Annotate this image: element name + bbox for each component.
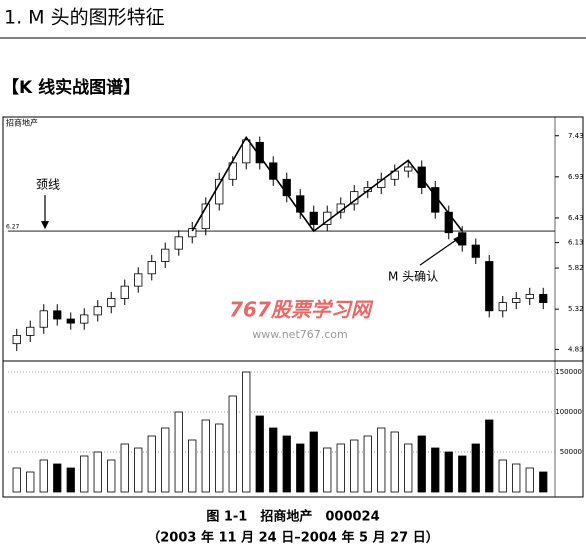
volume-bar — [444, 451, 453, 493]
candle-body — [485, 261, 494, 312]
figure-caption: 图 1-1 招商地产 000024 — [206, 509, 379, 525]
figure-date: （2003 年 11 月 24 日–2004 年 5 月 27 日） — [147, 530, 438, 546]
candle-body — [161, 248, 170, 262]
volume-tick-label: 100000 — [555, 408, 582, 416]
y-tick-label: 4.83 — [568, 345, 584, 353]
y-tick-label: 6.43 — [568, 214, 584, 222]
volume-bar — [377, 427, 386, 493]
y-tick-label: 6.13 — [568, 239, 584, 247]
candle-body — [242, 139, 251, 164]
candle-body — [471, 244, 480, 258]
neckline-label: 6.27 — [6, 224, 20, 231]
candle-body — [498, 302, 507, 312]
volume-bar — [255, 415, 264, 493]
volume-bar — [431, 447, 440, 493]
watermark-url: www.net767.com — [252, 328, 348, 341]
watermark: 767股票学习网 — [229, 298, 374, 322]
volume-bar — [201, 419, 210, 493]
candle-body — [26, 326, 35, 336]
y-tick-label: 5.32 — [568, 305, 584, 313]
volume-bar — [363, 435, 372, 493]
volume-bar — [417, 435, 426, 493]
volume-bar — [498, 459, 507, 493]
volume-bar — [458, 455, 467, 493]
volume-bar — [188, 439, 197, 493]
candle-body — [269, 162, 278, 180]
page-title: 1. M 头的图形特征 — [4, 7, 165, 29]
volume-bar — [336, 443, 345, 493]
volume-bar — [39, 459, 48, 493]
chart: 7.43 6.93 6.43 6.13 5.82 5.32 4.83 150000 100000… — [6, 132, 584, 493]
candle-body — [93, 306, 102, 316]
arrow-head — [41, 221, 49, 230]
candle-body — [201, 203, 210, 230]
volume-bar — [296, 443, 305, 493]
candle-body — [539, 293, 548, 303]
candle-body — [174, 236, 183, 250]
volume-bar — [147, 435, 156, 493]
volume-tick-label: 150000 — [555, 368, 582, 376]
volume-bar — [390, 431, 399, 493]
annotation: 颈线 — [36, 178, 60, 192]
candle-body — [134, 273, 143, 287]
volume-bar — [269, 427, 278, 493]
candle-body — [107, 298, 116, 308]
volume-bar — [350, 439, 359, 493]
annotation-arrow — [419, 236, 461, 266]
candle-body — [120, 285, 129, 299]
candle-body — [53, 310, 62, 320]
candle-body — [80, 314, 89, 324]
annotation: M 头确认 — [388, 270, 438, 284]
volume-bar — [485, 419, 494, 493]
candle-body — [12, 335, 21, 345]
candle-body — [39, 310, 48, 328]
y-tick-label: 5.82 — [568, 264, 584, 272]
y-tick-label: 6.93 — [568, 173, 584, 181]
candle-body — [147, 261, 156, 275]
volume-bar — [120, 443, 129, 493]
arrow-head — [453, 234, 463, 246]
y-tick-label: 7.43 — [568, 132, 584, 140]
volume-bar — [323, 447, 332, 493]
candle-body — [255, 141, 264, 164]
volume-bar — [12, 467, 21, 493]
candle-body — [525, 293, 534, 299]
candle-body — [66, 318, 75, 324]
volume-bar — [228, 395, 237, 493]
volume-bar — [282, 435, 291, 493]
m-pattern — [191, 135, 463, 233]
volume-tick-label: 50000 — [560, 448, 582, 456]
volume-bar — [309, 431, 318, 493]
candle-body — [309, 211, 318, 225]
volume-bar — [174, 411, 183, 493]
volume-bar — [134, 447, 143, 493]
volume-bar — [539, 471, 548, 493]
volume-bar — [53, 463, 62, 493]
volume-bar — [93, 451, 102, 493]
volume-bar — [66, 467, 75, 493]
section-heading: 【K 线实战图谱】 — [2, 77, 140, 98]
chart-title: 招商地产 — [6, 118, 38, 128]
volume-bar — [404, 443, 413, 493]
candle-body — [188, 228, 197, 238]
volume-bar — [80, 455, 89, 493]
volume-bar — [215, 423, 224, 493]
candle-body — [228, 162, 237, 180]
volume-bar — [471, 443, 480, 493]
candle-body — [444, 211, 453, 234]
candle-body — [512, 298, 521, 303]
volume-bar — [242, 371, 251, 493]
candle-body — [404, 166, 413, 172]
volume-bar — [107, 459, 116, 493]
volume-bar — [161, 427, 170, 493]
volume-bar — [525, 467, 534, 493]
volume-bar — [512, 463, 521, 493]
volume-bar — [26, 471, 35, 493]
